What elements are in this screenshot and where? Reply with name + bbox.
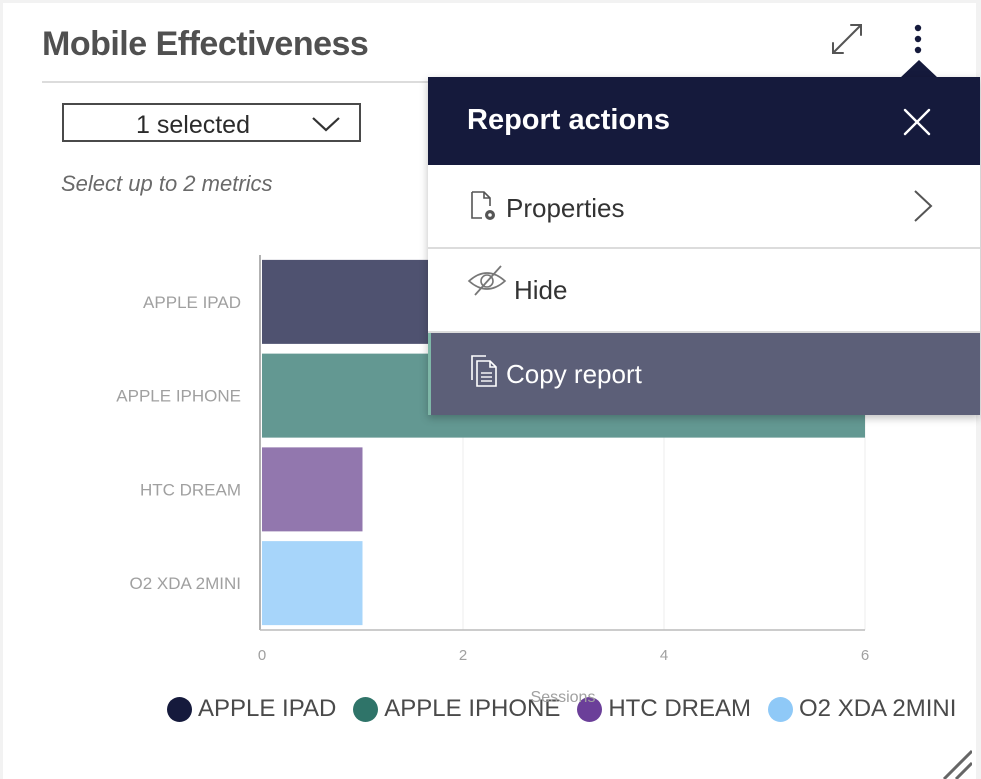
resize-grip-icon[interactable] — [938, 749, 972, 779]
chevron-down-icon — [312, 117, 340, 132]
chart-legend: APPLE IPAD APPLE IPHONE HTC DREAM O2 XDA 2M… — [167, 695, 973, 723]
expand-icon[interactable] — [829, 21, 865, 57]
legend-swatch — [167, 696, 192, 722]
legend-swatch — [577, 696, 603, 722]
legend-swatch — [768, 696, 794, 722]
close-icon[interactable] — [902, 107, 932, 137]
legend-swatch — [353, 696, 379, 722]
menu-item-copy-report[interactable]: Copy report — [428, 333, 980, 415]
document-settings-icon — [471, 191, 495, 220]
copy-icon — [471, 355, 497, 387]
legend-label: HTC DREAM — [608, 695, 752, 722]
popup-pointer — [900, 60, 938, 78]
report-actions-header: Report actions — [428, 77, 980, 165]
menu-item-label: Copy report — [506, 359, 642, 389]
dropdown-label: 1 selected — [136, 111, 250, 139]
legend-item[interactable]: HTC DREAM — [577, 695, 751, 723]
eye-off-icon — [467, 265, 507, 296]
legend-label: O2 XDA 2MINI — [799, 695, 957, 722]
legend-item[interactable]: O2 XDA 2MINI — [768, 695, 956, 723]
menu-item-label: Hide — [514, 275, 568, 305]
chevron-right-icon — [914, 190, 933, 222]
menu-item-properties[interactable]: Properties — [428, 165, 980, 249]
legend-item[interactable]: APPLE IPAD — [167, 695, 336, 723]
legend-label: APPLE IPHONE — [384, 695, 561, 722]
widget-title: Mobile Effectiveness — [42, 25, 369, 63]
more-vertical-icon[interactable] — [909, 21, 927, 57]
metrics-hint: Select up to 2 metrics — [61, 171, 273, 196]
legend-item[interactable]: APPLE IPHONE — [353, 695, 560, 723]
report-actions-menu: Report actions Properties Hide — [428, 77, 980, 415]
legend-label: APPLE IPAD — [198, 695, 337, 722]
report-actions-title: Report actions — [467, 104, 671, 136]
title-divider — [42, 81, 442, 83]
menu-item-label: Properties — [506, 193, 625, 223]
metrics-dropdown[interactable]: 1 selected — [62, 103, 361, 142]
menu-item-hide[interactable]: Hide — [428, 249, 980, 333]
